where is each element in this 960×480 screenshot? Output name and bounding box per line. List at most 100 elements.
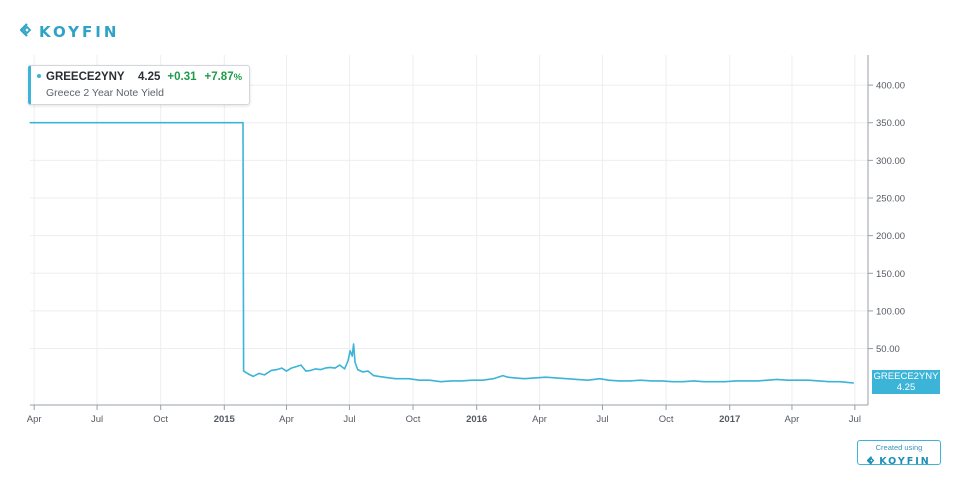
data-point [587, 379, 589, 381]
data-point [450, 380, 452, 382]
data-point [682, 381, 684, 383]
data-point [139, 122, 141, 124]
x-tick-label: Apr [27, 414, 42, 425]
data-point [786, 379, 788, 381]
data-point [471, 379, 473, 381]
data-point [202, 122, 204, 124]
data-point [247, 373, 250, 375]
data-point [639, 379, 642, 381]
data-point [408, 378, 410, 380]
data-point [735, 380, 737, 382]
legend-pct-symbol: % [233, 72, 243, 83]
series-color-dot [37, 74, 41, 78]
y-tick-label: 150.00 [876, 269, 905, 280]
data-point [745, 380, 747, 382]
credit-text: Created using [875, 443, 923, 452]
data-point [618, 380, 620, 382]
data-point [344, 368, 346, 370]
data-point [767, 379, 769, 381]
x-tick-label: 2017 [719, 414, 740, 425]
x-tick-label: Oct [153, 414, 168, 425]
data-point [460, 380, 462, 382]
data-point [776, 378, 778, 380]
credit-brand: KOYFIN [879, 455, 931, 467]
x-tick-label: Jul [596, 414, 608, 425]
data-point [807, 379, 810, 381]
x-tick-label: 2015 [214, 414, 236, 425]
data-point [440, 381, 442, 383]
data-point [724, 381, 726, 383]
y-tick-label: 200.00 [876, 231, 905, 242]
data-point [305, 370, 307, 372]
data-point [651, 380, 653, 382]
data-point [362, 371, 364, 373]
data-point [671, 381, 673, 383]
data-point [534, 377, 536, 379]
koyfin-logo: KOYFIN [19, 22, 120, 42]
data-point [599, 378, 601, 380]
data-point [334, 367, 336, 369]
x-tick-label: Apr [785, 414, 800, 425]
axes [30, 55, 869, 406]
data-point [276, 369, 278, 371]
data-point [797, 379, 799, 381]
data-point [252, 375, 254, 377]
x-tick-label: Oct [659, 414, 674, 425]
data-point [492, 378, 494, 380]
price-tag-value: 4.25 [896, 382, 916, 393]
data-point [839, 381, 841, 383]
data-point [565, 378, 568, 380]
legend-value: 4.25 [138, 71, 161, 83]
series-legend[interactable]: GREECE2YNY 4.25 +0.31 +7.87% Greece 2 Ye… [28, 65, 250, 105]
data-point [507, 376, 509, 378]
legend-change-pct-value: +7.87 [204, 71, 234, 83]
data-point [418, 379, 420, 381]
data-point [353, 343, 355, 345]
data-point [713, 381, 716, 383]
y-tick-label: 300.00 [876, 156, 905, 167]
data-point [383, 376, 385, 378]
data-point [285, 370, 288, 372]
data-point [576, 378, 578, 380]
data-point [661, 380, 663, 382]
data-point [300, 364, 302, 366]
data-point [242, 122, 244, 124]
data-point [290, 367, 292, 369]
created-using-badge[interactable]: Created using KOYFIN [857, 440, 941, 467]
data-point [429, 379, 431, 381]
x-tick-label: Jul [849, 414, 861, 425]
series-layer [29, 121, 855, 384]
data-point [482, 379, 484, 381]
data-point [349, 350, 351, 352]
y-tick-label: 400.00 [876, 81, 905, 92]
y-axis-ticks: 50.00 100.00 150.00 200.00 250.00 300.00 350.0… [868, 81, 905, 355]
data-point [347, 360, 349, 362]
x-tick-label: Apr [532, 414, 547, 425]
data-point [502, 375, 504, 377]
last-price-tag: GREECE2YNY 4.25 [872, 370, 940, 394]
legend-ticker: GREECE2YNY [46, 71, 125, 83]
x-tick-label: 2016 [466, 414, 487, 425]
data-point [319, 369, 321, 371]
legend-series-name: Greece 2 Year Note Yield [46, 87, 164, 99]
data-point [351, 355, 353, 357]
data-point [324, 367, 326, 369]
data-point [310, 369, 312, 371]
legend-change-pct: +7.87% [205, 71, 243, 83]
data-point [514, 377, 516, 379]
series-line [30, 121, 854, 384]
y-tick-label: 50.00 [876, 344, 900, 355]
data-point [608, 379, 610, 381]
data-point [354, 361, 356, 363]
data-point [373, 375, 375, 377]
data-point [29, 122, 31, 124]
y-tick-label: 100.00 [876, 306, 905, 317]
logo-text: KOYFIN [39, 23, 120, 41]
data-point [339, 364, 341, 366]
data-point [846, 381, 848, 383]
data-point [756, 380, 759, 382]
x-tick-label: Apr [279, 414, 294, 425]
x-tick-label: Jul [343, 414, 355, 425]
data-point [852, 382, 855, 384]
